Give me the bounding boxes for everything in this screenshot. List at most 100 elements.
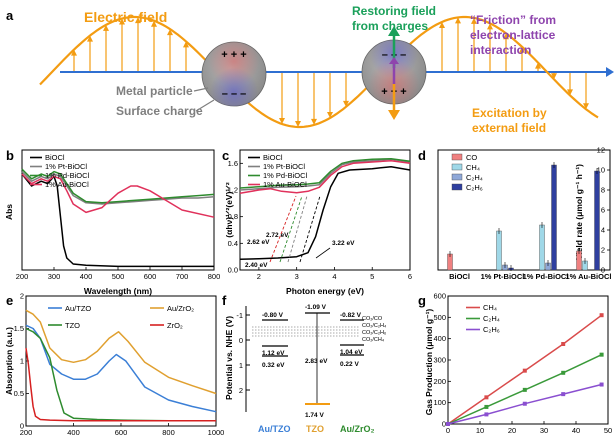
f-tick-0: 0 bbox=[239, 336, 243, 345]
x-tick-label: 5 bbox=[370, 272, 374, 281]
panel-b-xlabel: Wavelength (nm) bbox=[84, 286, 152, 296]
data-point bbox=[484, 395, 489, 400]
x-tick-label: 4 bbox=[332, 272, 336, 281]
gap-pointer-322 bbox=[315, 247, 331, 259]
f-tick-m1: -1 bbox=[236, 311, 243, 320]
restoring-label-2: from charges bbox=[352, 19, 428, 33]
legend-label: Au/ZrO₂ bbox=[167, 304, 194, 313]
field-arrowhead bbox=[583, 103, 589, 110]
friction-arrowhead bbox=[389, 57, 399, 64]
excitation-arrowhead bbox=[388, 110, 400, 120]
legend-label: Au/TZO bbox=[65, 304, 91, 313]
panel-g-legend: CH₄ C₂H₄ C₂H₆ bbox=[466, 303, 500, 334]
y-tick-label: 1.6 bbox=[228, 159, 238, 168]
data-point bbox=[522, 387, 527, 392]
field-arrowhead bbox=[439, 21, 445, 28]
field-arrowhead bbox=[519, 46, 525, 53]
x-tick-label: 800 bbox=[208, 272, 221, 281]
field-arrowhead bbox=[567, 89, 573, 96]
legend-label: 1% Au-BiOCl bbox=[263, 180, 307, 189]
field-arrowhead bbox=[295, 120, 301, 127]
panel-e-ylabel: Absorption (a.u.) bbox=[4, 327, 14, 395]
surface-charge-pointer bbox=[195, 99, 215, 112]
redox-ch4: CO₂/CH₄ bbox=[362, 337, 385, 343]
field-arrowhead bbox=[119, 18, 125, 25]
y-tick-label: 0.0 bbox=[228, 266, 238, 275]
panel-d-frame bbox=[437, 149, 611, 271]
tangent-au bbox=[269, 195, 297, 263]
field-arrowhead bbox=[551, 73, 557, 80]
y-tick-label: 1.2 bbox=[228, 186, 238, 195]
x-tick-label: 6 bbox=[408, 272, 412, 281]
y-tick-label: 600 bbox=[433, 292, 446, 301]
y-tick-label: 200 bbox=[433, 377, 446, 386]
series-line-0 bbox=[25, 324, 217, 413]
category-label: BiOCl bbox=[449, 272, 470, 281]
panel-e-frame bbox=[25, 295, 217, 427]
tangent-biocl bbox=[299, 195, 321, 263]
panel-letter-f: f bbox=[222, 293, 227, 308]
y-tick-label: 6 bbox=[601, 206, 605, 215]
panel-letter-g: g bbox=[418, 293, 426, 308]
series-line-2 bbox=[21, 168, 215, 204]
data-point bbox=[561, 342, 566, 346]
friction-label-1: “Friction” from bbox=[470, 13, 556, 27]
series-line-0 bbox=[21, 173, 214, 268]
metal-particle-label: Metal particle bbox=[116, 84, 193, 98]
panel-d: d Yield rate (μmol g⁻¹ h⁻¹) BiOCl 1% Pt-B… bbox=[418, 146, 611, 282]
x-tick-label: 10 bbox=[476, 426, 484, 435]
field-arrowhead bbox=[135, 17, 141, 24]
legend-swatch bbox=[451, 163, 463, 171]
series-line-1 bbox=[25, 309, 217, 395]
series-line-0 bbox=[239, 165, 411, 261]
series-line-3 bbox=[239, 159, 411, 195]
y-tick-label: 0.5 bbox=[14, 389, 24, 398]
excitation-label-1: Excitation by bbox=[472, 106, 547, 120]
level-auzro-cb-label: -0.82 V bbox=[340, 312, 362, 319]
category-label: 1% Au-BiOCl bbox=[566, 272, 612, 281]
y-tick-label: 0 bbox=[20, 422, 24, 431]
legend-label: CH₄ bbox=[483, 303, 497, 312]
tangent-pd bbox=[279, 195, 303, 263]
x-tick-label: 1000 bbox=[208, 428, 225, 437]
field-arrowhead bbox=[343, 100, 349, 107]
panel-g-frame bbox=[447, 295, 609, 425]
series-line-3 bbox=[25, 347, 216, 422]
legend-label: 1% Pt-BiOCl bbox=[45, 162, 87, 171]
panel-e-lines bbox=[25, 309, 217, 422]
x-tick-label: 30 bbox=[540, 426, 548, 435]
data-point bbox=[599, 313, 604, 318]
panel-c-ylabel: (αhν)¹ᐟ²(eV)¹ᐟ² bbox=[224, 182, 234, 238]
y-tick-label: 0 bbox=[601, 266, 605, 275]
redox-co: CO₂/CO bbox=[362, 316, 383, 322]
panel-c-frame bbox=[239, 149, 411, 271]
x-tick-label: 20 bbox=[508, 426, 516, 435]
series-line-2 bbox=[25, 327, 216, 422]
panel-a: a + + + – – – bbox=[6, 4, 614, 135]
y-tick-label: 400 bbox=[433, 334, 446, 343]
x-tick-label: 40 bbox=[572, 426, 580, 435]
legend-label: C₂H₆ bbox=[466, 183, 483, 192]
field-arrows bbox=[71, 17, 589, 127]
gap-label-322: 3.22 eV bbox=[332, 240, 355, 247]
y-tick-label: 2 bbox=[20, 292, 24, 301]
y-tick-label: 300 bbox=[433, 356, 446, 365]
y-tick-label: 8 bbox=[601, 186, 605, 195]
field-arrowhead bbox=[327, 111, 333, 118]
material-tzo: TZO bbox=[306, 424, 324, 434]
panel-c-xlabel: Photon energy (eV) bbox=[286, 286, 364, 296]
field-arrowhead bbox=[151, 20, 157, 27]
x-tick-label: 200 bbox=[20, 428, 33, 437]
panel-g-lines bbox=[446, 313, 604, 426]
positive-charges: + + + bbox=[221, 49, 246, 61]
field-arrowhead bbox=[279, 117, 285, 124]
material-autzo: Au/TZO bbox=[258, 424, 291, 434]
x-tick-label: 200 bbox=[16, 272, 29, 281]
x-tick-label: 400 bbox=[80, 272, 93, 281]
data-point bbox=[522, 401, 527, 406]
